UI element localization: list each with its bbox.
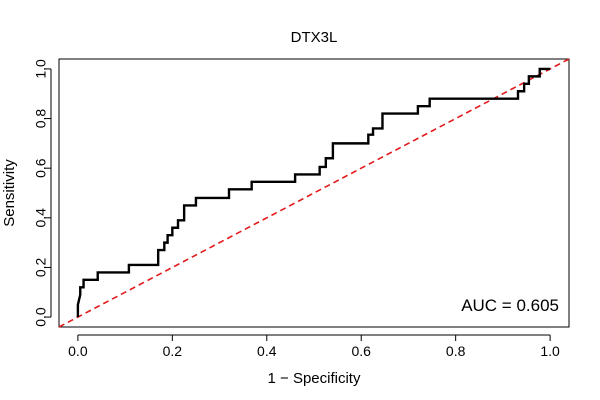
x-tick-label: 0.2 [163, 343, 183, 359]
y-tick-label: 0.6 [33, 158, 49, 178]
y-tick-label: 0.4 [33, 208, 49, 228]
x-tick-label: 1.0 [540, 343, 560, 359]
y-axis: 0.0 0.2 0.4 0.6 0.8 1.0 [33, 59, 52, 327]
roc-curve-line [76, 67, 551, 318]
x-axis-label: 1 − Specificity [268, 370, 361, 387]
chart-title: DTX3L [291, 29, 338, 46]
x-tick-label: 0.6 [351, 343, 371, 359]
y-axis-label: Sensitivity [1, 159, 18, 227]
x-tick-label: 0.8 [446, 343, 466, 359]
x-axis: 0.0 0.2 0.4 0.6 0.8 1.0 [68, 334, 560, 359]
auc-annotation: AUC = 0.605 [461, 296, 559, 315]
reference-diagonal-line [58, 58, 570, 328]
x-tick-label: 0.0 [68, 343, 88, 359]
y-tick-label: 1.0 [33, 59, 49, 79]
x-tick-label: 0.4 [257, 343, 277, 359]
y-tick-label: 0.8 [33, 109, 49, 129]
y-tick-label: 0.0 [33, 307, 49, 327]
plot-frame [58, 58, 570, 328]
y-tick-label: 0.2 [33, 258, 49, 278]
